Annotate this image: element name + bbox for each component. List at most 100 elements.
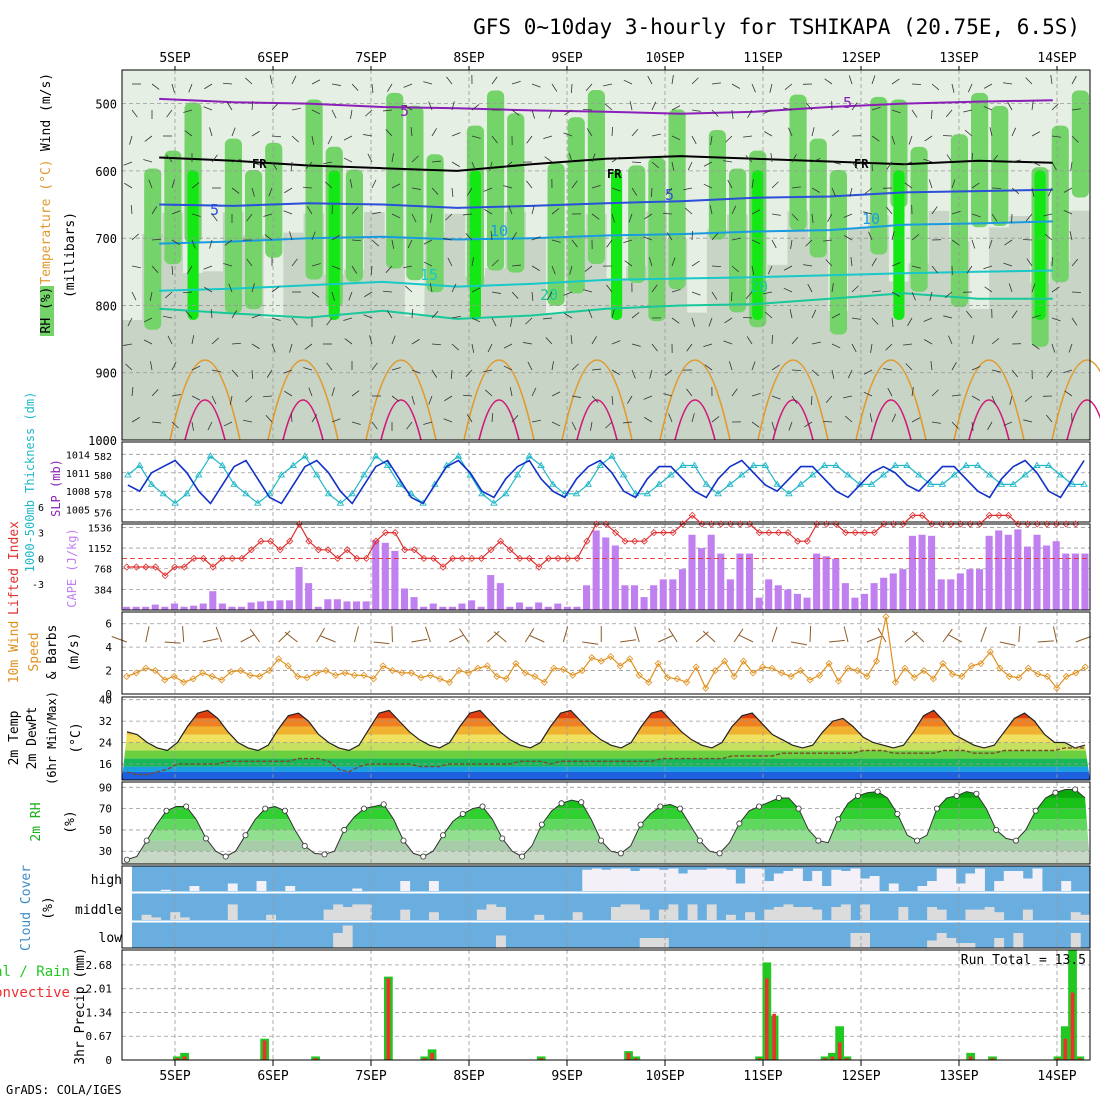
precip-convective-bar bbox=[263, 1040, 267, 1060]
cloud-fill-middle bbox=[343, 907, 353, 920]
cape-bar bbox=[813, 554, 820, 610]
rh2m-marker bbox=[559, 801, 564, 806]
cloud-fill-high bbox=[965, 874, 975, 892]
cloud-fill-high bbox=[659, 870, 669, 891]
isotherm-label: 5 bbox=[210, 201, 219, 219]
rh2m-marker bbox=[144, 838, 149, 843]
cloud-fill-middle bbox=[688, 904, 698, 920]
cape-bar bbox=[411, 597, 418, 610]
cape-bar bbox=[276, 600, 283, 610]
cloud-fill-middle bbox=[937, 910, 947, 920]
cape-bar bbox=[966, 569, 973, 610]
cloud-fill-high bbox=[400, 881, 410, 891]
cloud-fill-low bbox=[333, 933, 343, 948]
ylabel-wind-speed: Speed bbox=[27, 632, 42, 671]
rh2m-marker bbox=[243, 833, 248, 838]
rh2m-marker bbox=[124, 857, 129, 862]
cloud-fill-middle bbox=[352, 904, 362, 920]
cloud-fill-middle bbox=[783, 904, 793, 920]
surface-wind-barb bbox=[810, 626, 811, 642]
precip-convective-bar bbox=[183, 1056, 187, 1060]
pressure-tick-label: 600 bbox=[95, 165, 117, 179]
precip-convective-bar bbox=[831, 1056, 835, 1060]
date-label-bottom: 6SEP bbox=[257, 1069, 288, 1084]
rh-field-moist bbox=[306, 100, 323, 280]
cloud-fill-middle bbox=[803, 907, 813, 920]
rh2m-marker bbox=[302, 843, 307, 848]
cloud-fill-middle bbox=[659, 910, 669, 920]
cape-bar bbox=[1072, 554, 1079, 610]
precip-convective-bar bbox=[772, 1014, 776, 1060]
cape-bar bbox=[861, 594, 868, 610]
rh2m-marker bbox=[361, 806, 366, 811]
cloud-fill-middle bbox=[228, 904, 238, 920]
cloud-fill-middle bbox=[831, 907, 841, 920]
cape-bar bbox=[842, 583, 849, 610]
li-tick-label: -3 bbox=[32, 580, 44, 591]
cloud-fill-high bbox=[1004, 871, 1014, 891]
cape-bar bbox=[324, 599, 331, 610]
temp-tick-label: 24 bbox=[99, 737, 113, 750]
cape-bar bbox=[497, 583, 504, 610]
cloud-fill-middle bbox=[333, 904, 343, 920]
rh-field-column bbox=[1050, 262, 1071, 440]
rh-field-moist bbox=[406, 106, 423, 280]
cape-bar bbox=[219, 604, 226, 610]
cloud-fill-high bbox=[640, 869, 650, 892]
cape-bar bbox=[1033, 535, 1040, 610]
li-tick-label: 6 bbox=[38, 503, 44, 514]
date-label-bottom: 13SEP bbox=[939, 1069, 978, 1084]
rh-field-saturated bbox=[1035, 170, 1046, 320]
rh2m-marker bbox=[974, 791, 979, 796]
cape-bar bbox=[899, 569, 906, 610]
rh2m-marker bbox=[1013, 838, 1018, 843]
rh-band bbox=[122, 851, 1090, 864]
cloud-fill-high bbox=[937, 869, 947, 892]
rh2m-marker bbox=[638, 822, 643, 827]
rh-field-moist bbox=[951, 134, 968, 307]
ylabel-2m-temp: 2m Temp bbox=[7, 710, 22, 765]
cape-bar bbox=[976, 569, 983, 610]
temp-band bbox=[122, 759, 1090, 767]
rh2m-marker bbox=[1053, 790, 1058, 795]
cloud-fill-middle bbox=[1023, 910, 1033, 920]
cloud-fill-low bbox=[1013, 933, 1023, 948]
isotherm-label: 5 bbox=[400, 102, 409, 120]
ylabel-cloud: Cloud Cover bbox=[19, 865, 34, 951]
cloud-fill-high bbox=[352, 889, 362, 892]
rh-field-saturated bbox=[329, 170, 340, 320]
cloud-fill-high bbox=[161, 890, 171, 891]
wind-tick-label: 2 bbox=[105, 665, 112, 678]
cloud-fill-high bbox=[649, 869, 659, 892]
cape-bar bbox=[947, 579, 954, 610]
rh2m-marker bbox=[1073, 787, 1078, 792]
rh-tick-label: 50 bbox=[99, 824, 112, 837]
cloud-fill-high bbox=[994, 881, 1004, 891]
cape-bar bbox=[698, 548, 705, 610]
rh2m-marker bbox=[895, 811, 900, 816]
cloud-fill-middle bbox=[477, 910, 487, 920]
run-total-label: Run Total = 13.5 bbox=[961, 953, 1086, 968]
cloud-fill-high bbox=[1023, 879, 1033, 892]
pressure-tick-label: 700 bbox=[95, 232, 117, 246]
cloud-fill-high bbox=[783, 871, 793, 891]
cape-bar bbox=[957, 573, 964, 610]
rh-field-column bbox=[546, 314, 567, 440]
cloud-fill-low bbox=[851, 933, 861, 948]
cloud-fill-middle bbox=[1071, 912, 1081, 920]
wind-tick-label: 6 bbox=[105, 618, 112, 631]
cape-bar bbox=[296, 567, 303, 610]
cape-bar bbox=[784, 590, 791, 610]
cloud-fill-high bbox=[793, 869, 803, 892]
date-label-bottom: 12SEP bbox=[841, 1069, 880, 1084]
cape-bar bbox=[612, 546, 619, 611]
cape-bar bbox=[190, 606, 197, 610]
isotherm-label: 10 bbox=[490, 222, 508, 240]
rh-field-saturated bbox=[611, 170, 622, 320]
rh2m-marker bbox=[658, 804, 663, 809]
cape-bar bbox=[631, 585, 638, 610]
ylabel-wind10m: 10m Wind bbox=[7, 621, 22, 684]
rh-tick-label: 70 bbox=[99, 803, 112, 816]
cape-bar bbox=[363, 601, 370, 610]
